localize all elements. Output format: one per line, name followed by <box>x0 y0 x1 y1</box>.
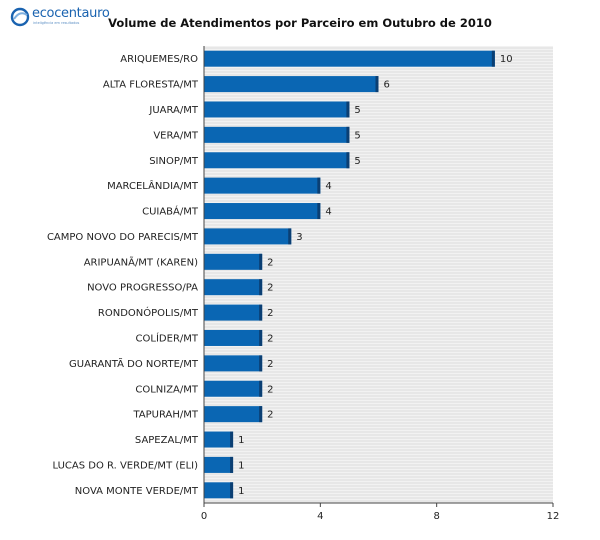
bar-edge <box>317 203 321 220</box>
x-tick-label: 0 <box>201 511 207 522</box>
bar-edge <box>259 329 263 346</box>
bar-edge <box>346 152 350 169</box>
bar <box>204 406 263 423</box>
bar <box>204 329 263 346</box>
value-label: 2 <box>267 410 273 421</box>
category-label: RONDONÓPOLIS/MT <box>98 306 199 319</box>
category-label: ARIQUEMES/RO <box>120 54 198 65</box>
bar-edge <box>230 456 234 473</box>
value-label: 6 <box>384 80 390 91</box>
category-label: SAPEZAL/MT <box>135 435 199 446</box>
value-label: 1 <box>238 486 244 497</box>
bar-edge <box>230 482 234 499</box>
bar-edge <box>259 406 263 423</box>
bar <box>204 380 263 397</box>
value-label: 5 <box>354 156 360 167</box>
value-label: 2 <box>267 283 273 294</box>
bar-edge <box>230 431 234 448</box>
value-label: 5 <box>354 130 360 141</box>
bar <box>204 177 321 194</box>
category-label: CAMPO NOVO DO PARECIS/MT <box>47 232 199 243</box>
category-label: GUARANTÃ DO NORTE/MT <box>69 357 199 370</box>
value-label: 1 <box>238 435 244 446</box>
value-label: 2 <box>267 257 273 268</box>
category-label: ALTA FLORESTA/MT <box>103 80 199 91</box>
value-label: 2 <box>267 359 273 370</box>
value-label: 2 <box>267 333 273 344</box>
bar <box>204 253 263 270</box>
bar-edge <box>259 304 263 321</box>
value-label: 4 <box>325 207 331 218</box>
bar <box>204 126 350 143</box>
bar <box>204 101 350 118</box>
value-label: 4 <box>325 181 331 192</box>
category-label: MARCELÂNDIA/MT <box>107 179 199 192</box>
x-tick-label: 8 <box>433 511 439 522</box>
category-label: NOVA MONTE VERDE/MT <box>75 486 199 497</box>
bar <box>204 431 234 448</box>
chart-title: Volume de Atendimentos por Parceiro em O… <box>108 16 492 30</box>
bar <box>204 152 350 169</box>
bar-edge <box>491 50 495 67</box>
category-label: JUARA/MT <box>148 105 198 116</box>
logo-tagline: inteligência em resultados <box>33 21 80 25</box>
bar-edge <box>346 101 350 118</box>
bar-edge <box>346 126 350 143</box>
category-label: COLÍDER/MT <box>136 331 199 344</box>
bar <box>204 203 321 220</box>
value-label: 10 <box>500 54 513 65</box>
category-label: CUIABÁ/MT <box>142 205 199 218</box>
category-label: COLNIZA/MT <box>135 384 199 395</box>
bar-edge <box>259 279 263 296</box>
value-label: 5 <box>354 105 360 116</box>
bar-edge <box>317 177 321 194</box>
bar <box>204 76 379 93</box>
value-label: 1 <box>238 460 244 471</box>
category-label: SINOP/MT <box>149 156 199 167</box>
bar-edge <box>288 228 292 245</box>
bar <box>204 228 292 245</box>
bar <box>204 355 263 372</box>
bar-edge <box>259 380 263 397</box>
category-label: NOVO PROGRESSO/PA <box>87 283 198 294</box>
bar <box>204 456 234 473</box>
category-label: LUCAS DO R. VERDE/MT (ELI) <box>53 460 199 471</box>
x-tick-label: 4 <box>317 511 323 522</box>
logo: ecocentauro inteligência em resultados <box>10 5 130 31</box>
bar-edge <box>259 355 263 372</box>
category-label: ARIPUANÃ/MT (KAREN) <box>84 255 198 268</box>
value-label: 2 <box>267 384 273 395</box>
category-label: VERA/MT <box>153 130 199 141</box>
bar <box>204 482 234 499</box>
bar <box>204 279 263 296</box>
logo-name: ecocentauro <box>32 6 110 21</box>
x-tick-label: 12 <box>547 511 560 522</box>
bar <box>204 304 263 321</box>
plot-area <box>204 46 553 503</box>
bar-edge <box>259 253 263 270</box>
value-label: 3 <box>296 232 302 243</box>
bar-edge <box>375 76 379 93</box>
value-label: 2 <box>267 308 273 319</box>
category-label: TAPURAH/MT <box>132 410 198 421</box>
bar <box>204 50 495 67</box>
logo-swoosh-icon <box>10 7 30 27</box>
